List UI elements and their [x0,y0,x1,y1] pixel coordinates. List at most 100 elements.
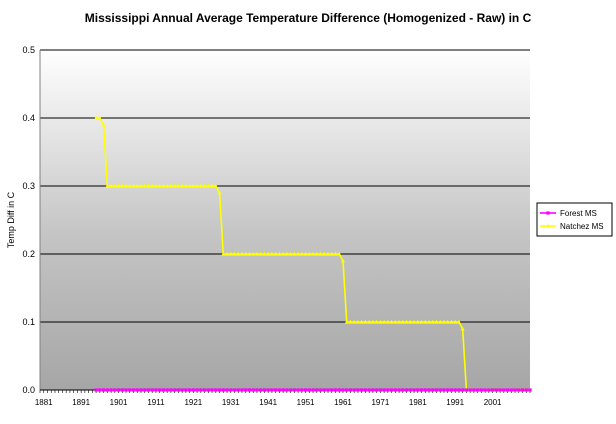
data-point [546,223,550,228]
data-point [322,388,326,392]
data-point [135,388,139,392]
data-point [404,388,409,392]
y-tick-label: 0.0 [22,385,35,395]
data-point [408,319,413,324]
data-point [213,183,218,188]
data-point [431,388,435,392]
data-point [307,251,312,256]
data-point [524,388,528,392]
data-point [229,388,233,392]
data-point [461,388,465,392]
data-point [146,183,151,188]
data-point [289,388,293,392]
legend-label: Forest MS [560,209,597,218]
data-point [251,388,255,392]
data-point [520,388,525,392]
data-point [195,388,199,392]
data-point [367,319,372,324]
data-point [307,388,311,392]
data-point [314,251,319,256]
data-point [367,388,371,392]
data-point [225,251,230,256]
data-point [244,388,248,392]
data-point [217,190,222,195]
series-layer [94,115,532,392]
data-point [146,388,151,392]
data-point [378,388,382,392]
data-point [315,388,319,392]
data-point [419,388,424,392]
data-point [300,388,304,392]
data-point [415,319,420,324]
data-point [457,388,461,392]
data-point [255,388,259,392]
data-point [184,388,188,392]
data-point [120,388,124,392]
data-point [157,183,162,188]
data-point [356,388,360,392]
data-point [453,388,457,392]
data-point [191,183,196,188]
data-point [423,319,428,324]
data-point [236,388,240,392]
data-point [285,388,289,392]
y-tick-label: 0.1 [22,317,35,327]
data-point [333,388,338,392]
data-point [337,251,342,256]
data-point [247,388,252,392]
data-point [378,319,383,324]
data-point [127,183,132,188]
data-point [225,388,229,392]
data-point [266,251,271,256]
data-point [423,388,427,392]
legend-label: Natchez MS [560,222,604,231]
plot-area [40,50,530,390]
data-point [228,251,233,256]
data-point [138,183,143,188]
data-point [385,319,390,324]
data-point [176,388,180,392]
x-tick-labels: 1881 1891 1901 1911 1921 1931 1941 1951 1961 1971… [35,390,531,407]
data-point [142,183,147,188]
y-tick-label: 0.3 [22,181,35,191]
data-point [94,388,98,392]
data-point [382,319,387,324]
y-tick-label: 0.5 [22,45,35,55]
data-point [154,388,158,392]
data-point [262,388,267,392]
data-point [449,388,454,392]
data-point [472,388,476,392]
data-point [101,122,106,127]
data-point [183,183,188,188]
data-point [217,388,222,392]
data-point [173,388,177,392]
data-point [273,251,278,256]
data-point [476,388,480,392]
data-point [188,388,192,392]
data-point [487,388,491,392]
data-point [206,183,211,188]
data-point [389,319,394,324]
data-point [427,319,432,324]
data-point [131,388,136,392]
series-forest-ms [94,388,532,392]
data-point [214,388,218,392]
chart-title: Mississippi Annual Average Temperature D… [85,11,532,25]
y-axis-label: Temp Diff in C [6,191,16,248]
data-point [528,388,532,392]
data-point [105,388,109,392]
data-point [296,388,300,392]
data-point [277,388,281,392]
data-point [464,388,469,392]
data-point [390,388,394,392]
data-point [393,388,397,392]
data-point [412,319,417,324]
data-point [168,183,173,188]
data-point [292,251,297,256]
data-point [247,251,252,256]
data-point [400,319,405,324]
data-point [363,319,368,324]
x-tick-label: 1901 [110,398,128,407]
data-point [333,251,338,256]
